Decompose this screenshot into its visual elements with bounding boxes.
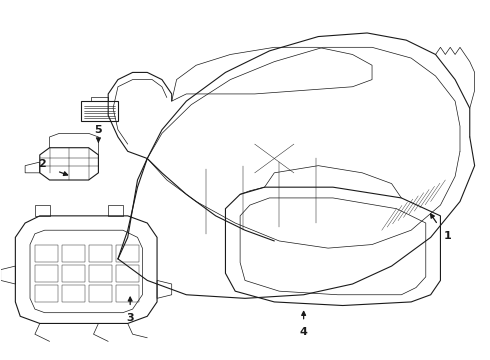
Text: 2: 2 xyxy=(38,159,46,169)
Text: 3: 3 xyxy=(126,313,134,323)
Text: 5: 5 xyxy=(95,125,102,135)
Text: 1: 1 xyxy=(444,231,452,240)
Text: 4: 4 xyxy=(300,327,308,337)
